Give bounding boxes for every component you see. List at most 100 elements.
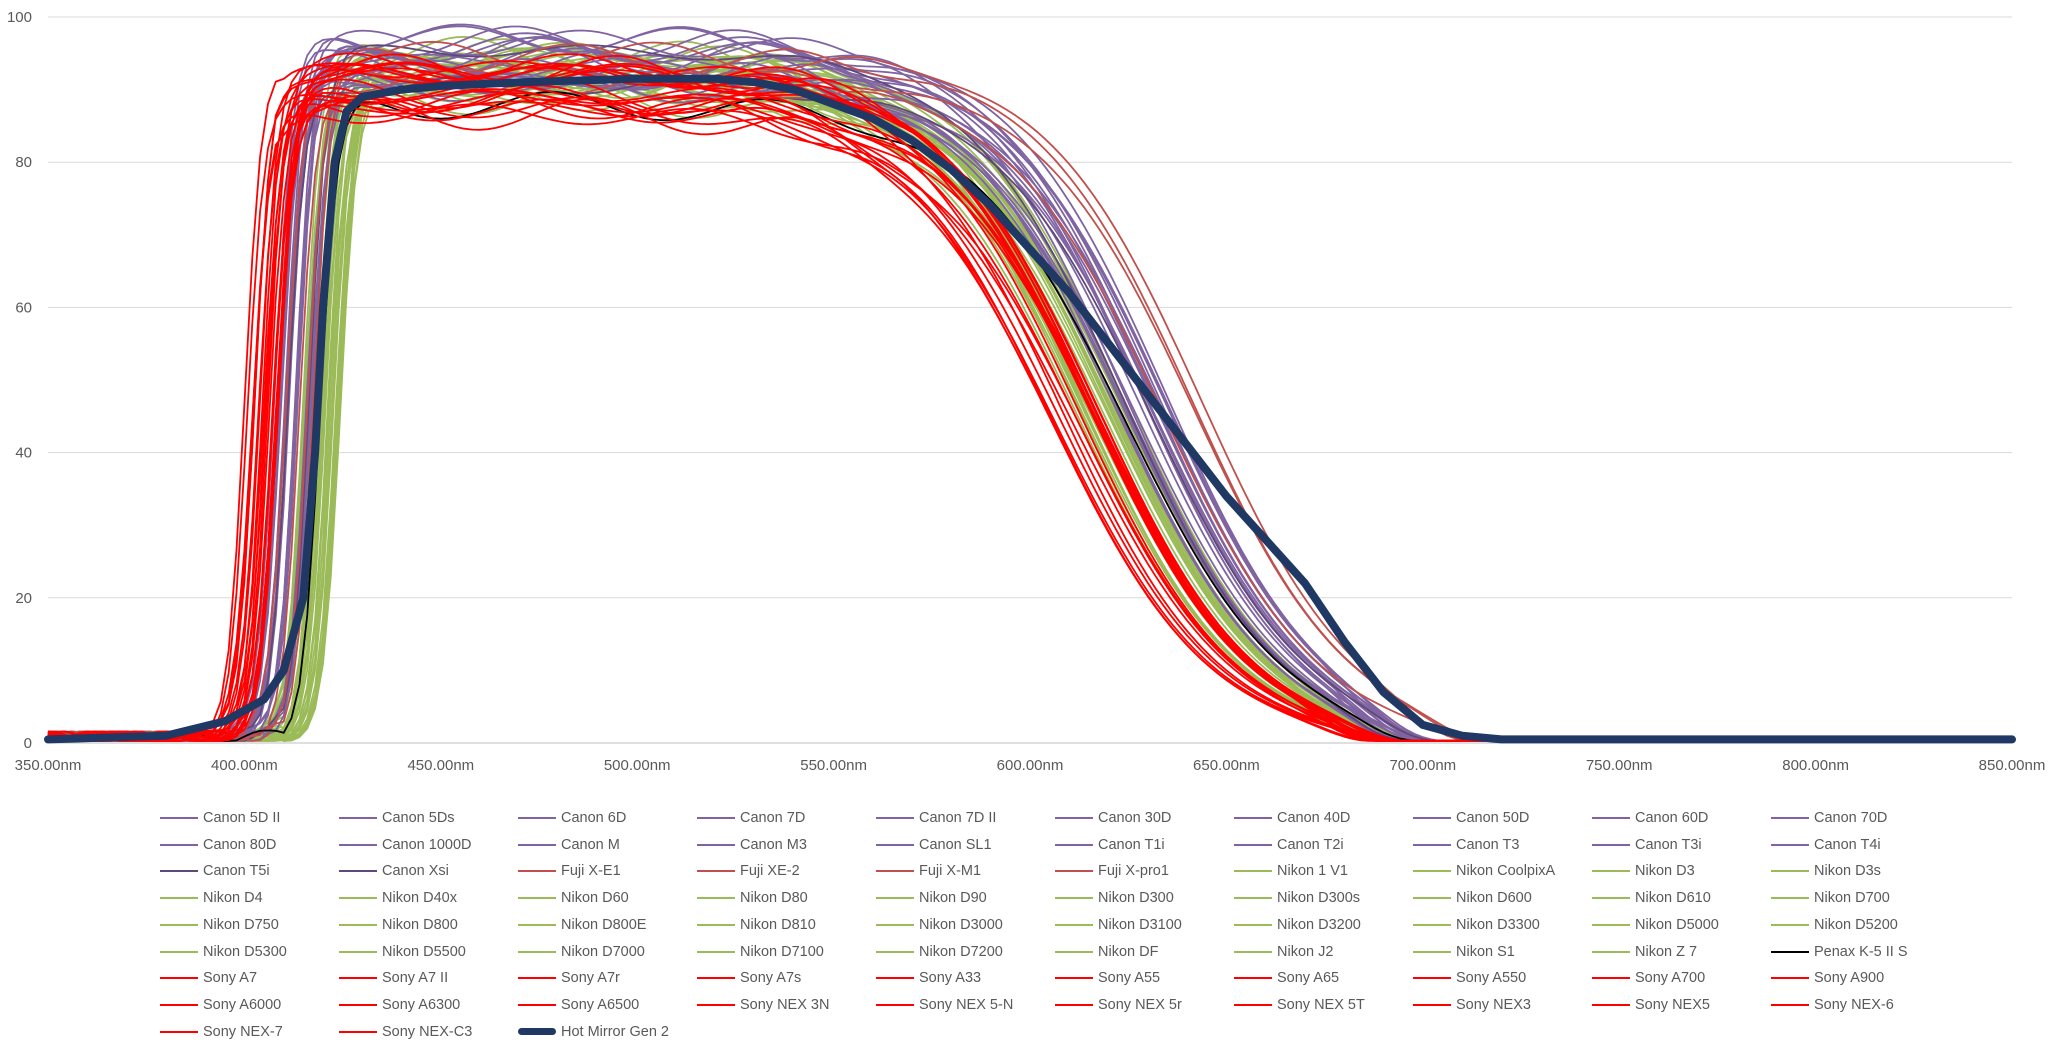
legend-label: Nikon D600	[1456, 890, 1532, 907]
legend-label: Canon 50D	[1456, 810, 1530, 826]
legend-swatch	[1771, 923, 1809, 926]
legend-label: Nikon Z 7	[1635, 943, 1698, 960]
series-line	[48, 53, 2012, 742]
legend-swatch	[1413, 950, 1451, 953]
legend-label: Sony NEX 3N	[740, 996, 830, 1013]
legend-item: Nikon D5000	[1592, 915, 1719, 935]
legend-item: Nikon DF	[1055, 942, 1158, 962]
legend-label: Sony NEX5	[1635, 996, 1710, 1013]
legend-label: Nikon D750	[203, 916, 279, 933]
legend-label: Sony NEX3	[1456, 996, 1531, 1013]
legend-item: Nikon D5200	[1771, 915, 1898, 935]
legend-item: Nikon D300	[1055, 888, 1174, 908]
legend-swatch	[339, 1003, 377, 1006]
legend-label: Nikon D300	[1098, 890, 1174, 907]
legend-swatch	[1234, 950, 1272, 953]
legend-swatch	[1234, 897, 1272, 900]
legend-item: Nikon D4	[160, 888, 263, 908]
legend-swatch	[1234, 843, 1272, 846]
legend-item: Nikon D7100	[697, 942, 824, 962]
legend-swatch	[1055, 950, 1093, 953]
legend-item: Sony A7 II	[339, 968, 448, 988]
legend-item: Sony NEX-6	[1771, 995, 1894, 1015]
legend-item: Sony NEX5	[1592, 995, 1710, 1015]
legend-item: Sony A550	[1413, 968, 1526, 988]
legend-label: Sony A550	[1456, 970, 1527, 987]
legend-label: Canon 5D II	[203, 810, 281, 826]
legend-item: Sony NEX-7	[160, 1022, 283, 1042]
legend-swatch	[876, 977, 914, 980]
y-tick-label: 60	[15, 299, 32, 316]
legend-label: Nikon 1 V1	[1277, 863, 1348, 880]
legend-item: Nikon D810	[697, 915, 816, 935]
legend-item: Nikon D3s	[1771, 861, 1881, 881]
legend-label: Nikon D810	[740, 916, 816, 933]
legend-swatch	[697, 1003, 735, 1006]
legend-label: Nikon D800	[382, 916, 458, 933]
legend-label: Nikon D40x	[382, 890, 457, 907]
legend-label: Hot Mirror Gen 2	[561, 1023, 669, 1040]
legend-label: Nikon D3200	[1277, 916, 1361, 933]
legend-swatch	[1592, 1003, 1630, 1006]
legend-swatch	[518, 977, 556, 980]
legend-item: Nikon D300s	[1234, 888, 1360, 908]
legend-item: Nikon D3	[1592, 861, 1695, 881]
legend-item: Canon 50D	[1413, 808, 1529, 828]
legend-label: Nikon D3100	[1098, 916, 1182, 933]
legend-swatch	[1055, 1003, 1093, 1006]
legend-swatch	[697, 817, 735, 819]
legend-swatch	[1055, 923, 1093, 926]
legend-swatch	[1771, 950, 1809, 953]
legend-item: Nikon D800E	[518, 915, 646, 935]
legend-swatch	[1592, 843, 1630, 846]
legend-swatch	[160, 843, 198, 846]
legend-item: Sony NEX 3N	[697, 995, 829, 1015]
legend-item: Fuji X-pro1	[1055, 861, 1169, 881]
legend-swatch	[1413, 977, 1451, 980]
legend-swatch	[339, 923, 377, 926]
legend-item: Nikon D600	[1413, 888, 1532, 908]
legend-label: Nikon D60	[561, 890, 629, 907]
legend-swatch	[160, 1003, 198, 1006]
legend-item: Canon 6D	[518, 808, 626, 828]
legend-swatch	[339, 870, 377, 873]
legend-item: Sony A700	[1592, 968, 1705, 988]
legend-label: Canon 80D	[203, 836, 277, 853]
legend-label: Nikon S1	[1456, 943, 1515, 960]
legend-item: Nikon D80	[697, 888, 808, 908]
legend-label: Nikon D90	[919, 890, 987, 907]
legend-swatch	[160, 923, 198, 926]
legend-label: Canon T5i	[203, 863, 270, 880]
legend-label: Sony A900	[1814, 970, 1885, 987]
legend-label: Fuji XE-2	[740, 863, 800, 880]
legend-swatch	[339, 817, 377, 819]
legend-swatch	[1771, 843, 1809, 846]
legend-label: Nikon D7000	[561, 943, 645, 960]
legend-item: Nikon D7000	[518, 942, 645, 962]
legend-swatch	[697, 950, 735, 953]
legend-label: Nikon D5000	[1635, 916, 1719, 933]
legend-label: Sony A33	[919, 970, 982, 987]
legend-label: Canon 5Ds	[382, 810, 455, 826]
legend-label: Canon T1i	[1098, 836, 1165, 853]
legend-label: Nikon D4	[203, 890, 263, 907]
legend-item: Sony NEX 5r	[1055, 995, 1182, 1015]
legend-label: Canon 1000D	[382, 836, 472, 853]
legend-label: Canon T3	[1456, 836, 1520, 853]
legend-label: Sony A65	[1277, 970, 1340, 987]
legend-item: Nikon 1 V1	[1234, 861, 1348, 881]
y-tick-label: 40	[15, 445, 32, 462]
y-tick-label: 100	[7, 9, 32, 26]
legend-item: Nikon D3300	[1413, 915, 1540, 935]
axes: 0 20 40 60 80 100 350.00nm 400.00nm 450.00nm 500.…	[7, 9, 2045, 774]
legend-label: Nikon CoolpixA	[1456, 863, 1556, 880]
legend-item: Nikon D3100	[1055, 915, 1182, 935]
legend-swatch	[1413, 843, 1451, 846]
legend-swatch	[1234, 817, 1272, 819]
legend-swatch	[339, 843, 377, 846]
legend-item: Nikon Z 7	[1592, 942, 1697, 962]
legend-swatch	[876, 897, 914, 900]
legend-item: Nikon D7200	[876, 942, 1003, 962]
legend-item: Nikon D90	[876, 888, 987, 908]
legend-label: Sony A7r	[561, 970, 620, 987]
